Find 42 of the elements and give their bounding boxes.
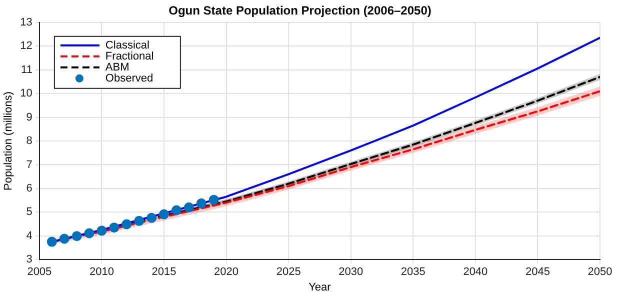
y-tick-label: 3: [26, 254, 32, 266]
y-tick-label: 5: [26, 206, 32, 218]
legend-label: Fractional: [105, 50, 154, 62]
point: [184, 202, 194, 212]
point: [146, 212, 157, 223]
x-tick-label: 2030: [338, 266, 364, 278]
point: [59, 234, 70, 244]
x-axis-title: Year: [308, 281, 332, 294]
x-tick-label: 2010: [89, 266, 114, 278]
point: [171, 205, 182, 216]
x-tick-label: 2015: [152, 266, 176, 278]
point: [159, 209, 170, 220]
legend-label: ABM: [105, 61, 130, 74]
y-tick-label: 8: [26, 135, 32, 148]
point: [208, 194, 219, 205]
legend-label: Observed: [105, 72, 154, 84]
point: [134, 216, 144, 226]
chart-title: Ogun State Population Projection (2006–2050): [168, 4, 432, 18]
y-axis-title: Population (millions): [2, 91, 15, 191]
point: [72, 231, 82, 242]
point: [46, 236, 57, 247]
y-tick-label: 10: [20, 88, 32, 100]
legend-label: Classical: [105, 39, 150, 52]
x-tick-label: 2045: [525, 266, 550, 278]
point: [196, 198, 206, 208]
point: [96, 226, 107, 236]
y-tick-label: 6: [26, 182, 32, 194]
x-tick-label: 2020: [214, 266, 239, 278]
x-tick-label: 2035: [400, 266, 426, 278]
y-tick-label: 12: [20, 40, 32, 52]
point: [109, 222, 120, 233]
y-tick-label: 7: [26, 158, 32, 171]
point: [122, 219, 132, 230]
y-tick-label: 11: [21, 64, 32, 76]
x-tick-label: 2005: [27, 266, 52, 278]
x-tick-label: 2050: [588, 266, 612, 278]
y-tick-label: 13: [20, 16, 32, 28]
y-tick-label: 4: [26, 230, 32, 242]
x-tick-label: 2040: [463, 266, 488, 278]
y-tick-label: 9: [26, 111, 32, 124]
x-tick-label: 2025: [276, 266, 301, 278]
point: [84, 228, 94, 238]
